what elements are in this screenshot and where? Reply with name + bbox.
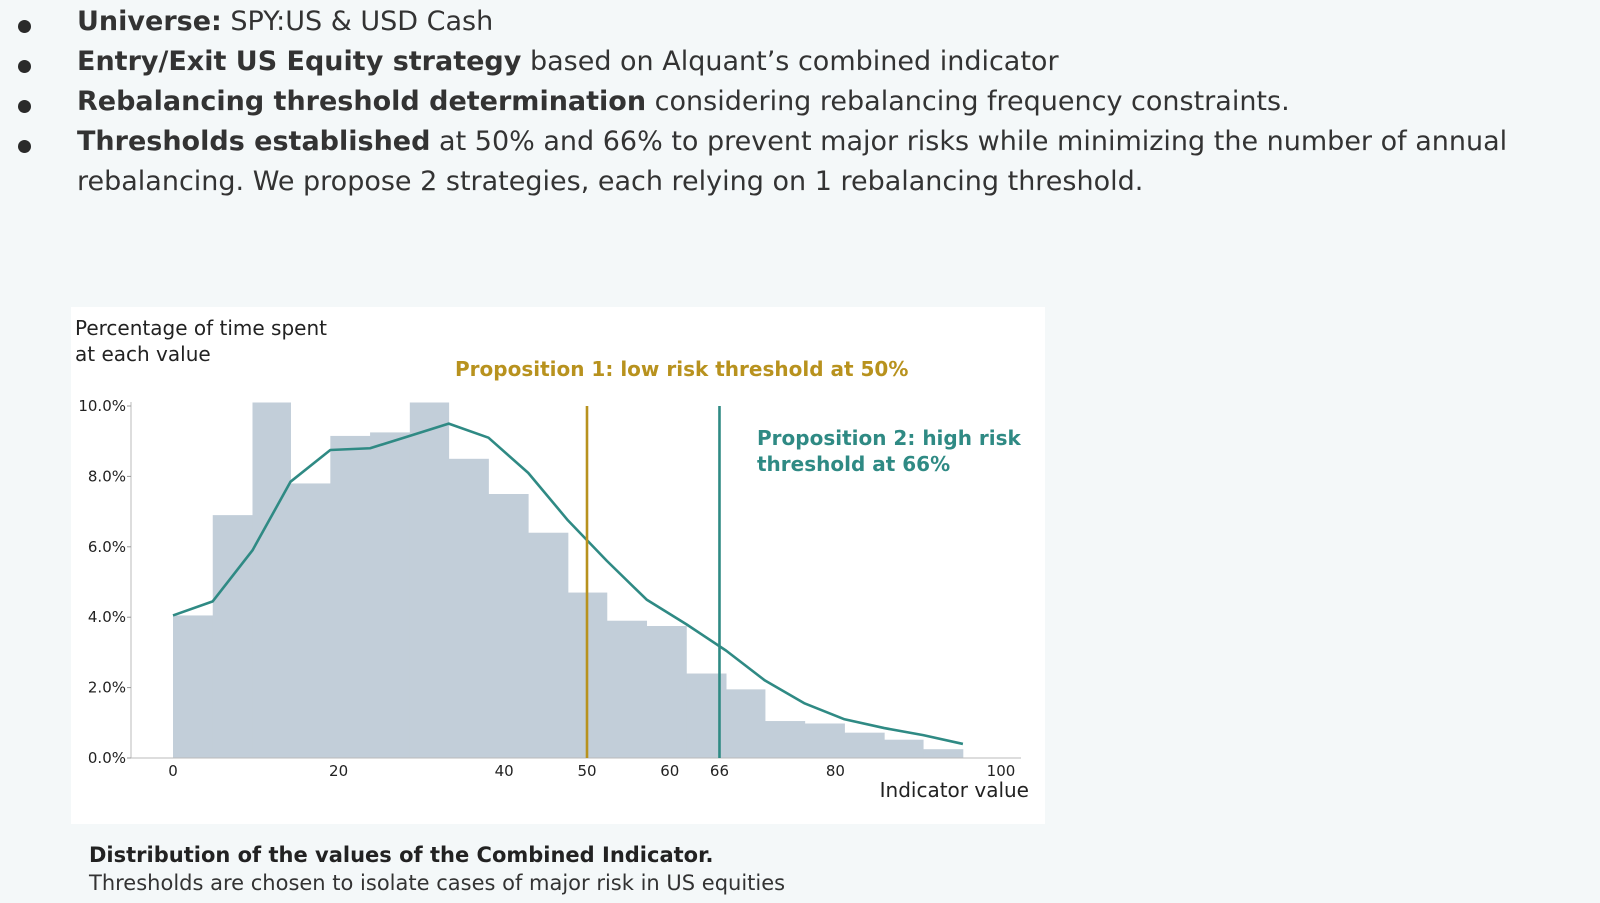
x-tick-label: 20: [329, 762, 348, 780]
x-tick-label: 80: [826, 762, 845, 780]
bullet-bold: Rebalancing threshold determination: [77, 86, 647, 117]
x-tick-label: 40: [495, 762, 514, 780]
bullet-bold: Thresholds established: [77, 126, 431, 157]
bullet-dot: [18, 100, 31, 113]
histogram-bar: [448, 458, 489, 758]
histogram-bar: [409, 402, 450, 758]
bullet-text: Thresholds established at 50% and 66% to…: [77, 122, 1597, 202]
y-tick-label: 2.0%: [88, 679, 126, 697]
x-tick-label: 100: [987, 762, 1016, 780]
x-tick-label: 66: [710, 762, 729, 780]
bullet-rest-line2: rebalancing. We propose 2 strategies, ea…: [77, 166, 1144, 197]
bullet-rest: SPY:US & USD Cash: [230, 6, 494, 37]
histogram-bar: [528, 532, 569, 758]
histogram-bar: [290, 483, 331, 758]
threshold-2-label-line2: threshold at 66%: [757, 452, 950, 476]
threshold-2-label-line1: Proposition 2: high risk: [757, 426, 1022, 450]
bullet-rest: at 50% and 66% to prevent major risks wh…: [439, 126, 1508, 157]
bullet-bold: Universe:: [77, 6, 222, 37]
histogram-bar: [173, 615, 214, 758]
histogram-chart: 0.0% 2.0% 4.0% 6.0% 8.0% 10.0% 0 20 40 50 60 66 80 10…: [75, 316, 1029, 802]
threshold-1-label: Proposition 1: low risk threshold at 50%: [455, 357, 908, 381]
bullet-text: Rebalancing threshold determination cons…: [77, 82, 1597, 122]
y-tick-label: 6.0%: [88, 538, 126, 556]
x-tick-label: 60: [660, 762, 679, 780]
histogram-bar: [765, 721, 806, 758]
chart-panel: 0.0% 2.0% 4.0% 6.0% 8.0% 10.0% 0 20 40 50 60 66 80 10…: [71, 307, 1045, 824]
density-line: [172, 422, 964, 746]
histogram-bar: [923, 749, 964, 758]
bullet-dot: [18, 20, 31, 33]
bullet-bold: Entry/Exit US Equity strategy: [77, 46, 522, 77]
bullet-rest: based on Alquant’s combined indicator: [529, 46, 1059, 77]
y-tick-label: 10.0%: [78, 397, 126, 415]
caption-subtitle: Thresholds are chosen to isolate cases o…: [89, 871, 786, 895]
histogram-bar: [726, 689, 766, 758]
histogram-bar: [252, 402, 291, 758]
caption-title: Distribution of the values of the Combin…: [89, 843, 714, 867]
y-tick-label: 4.0%: [88, 608, 126, 626]
bullet-dot: [18, 140, 31, 153]
x-tick-label: 0: [168, 762, 178, 780]
bullet-rest: considering rebalancing frequency constr…: [654, 86, 1290, 117]
histogram-bar: [606, 620, 648, 758]
histogram-bar: [646, 626, 687, 758]
histogram-bar: [804, 723, 845, 758]
bullet-dot: [18, 60, 31, 73]
x-axis-title: Indicator value: [880, 778, 1029, 802]
y-tick-label: 8.0%: [88, 467, 126, 485]
x-tick-label: 50: [577, 762, 596, 780]
histogram-bar: [488, 494, 529, 758]
histogram-bar: [212, 515, 253, 758]
y-axis-title-line2: at each value: [75, 342, 211, 366]
bullet-text: Universe: SPY:US & USD Cash: [77, 2, 1597, 42]
histogram-bar: [370, 432, 411, 758]
histogram-bar: [844, 732, 885, 758]
y-axis-title-line1: Percentage of time spent: [75, 316, 327, 340]
y-tick-label: 0.0%: [88, 749, 126, 767]
histogram-bar: [884, 739, 924, 758]
bullet-text: Entry/Exit US Equity strategy based on A…: [77, 42, 1597, 82]
histogram-bar: [330, 435, 371, 758]
